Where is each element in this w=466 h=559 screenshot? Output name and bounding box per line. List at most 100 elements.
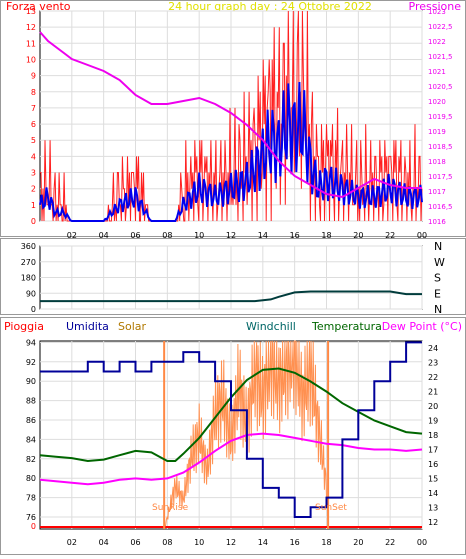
right-tick-label: 17 [428,445,438,454]
right-tick-label: 1018 [428,158,446,166]
left-tick-label: 80 [26,474,36,483]
right-tick-label: 22 [428,373,438,382]
left-tick-label: 76 [26,513,36,522]
panel1-right-axis: 1016 1016,5 1017 1017,5 1018 1018,5 1019 1019,5… [428,8,453,226]
pressure-line [39,31,422,199]
right-tick-label: 13 [428,503,438,512]
left-tick-label: 1 [31,201,36,210]
right-tick-label: 1016 [428,218,446,226]
right-tick-label: 1021 [428,68,446,76]
x-tick-label: 22 [385,538,395,547]
x-tick-label: 04 [99,538,109,547]
legend-dewpoint: Dew Point (°C) [382,320,462,333]
legend-solar: Solar [118,320,147,333]
left-tick-label: 82 [26,455,36,464]
left-tick-label: 11 [26,39,36,48]
left-tick-label: 10 [26,55,36,64]
panel3-series [39,340,423,530]
left-tick-label: 92 [26,358,36,367]
right-tick-label: 20 [428,402,438,411]
x-tick-label: 12 [226,538,236,547]
legend-wind: Forza vento [6,0,71,13]
x-tick-label: 00 [417,231,427,240]
x-tick-label: 10 [194,231,204,240]
sunrise-label: SunRise [152,503,189,513]
left-tick-label: 6 [31,120,36,129]
right-tick-label: 1022,5 [428,23,453,31]
left-tick-label: 4 [31,152,36,161]
left-tick-label: 0 [31,522,36,531]
right-tick-label: 1019,5 [428,113,453,121]
sunset-label: SunSet [315,503,347,513]
right-tick-label: 1021,5 [428,53,453,61]
right-tick-label: 1017 [428,188,446,196]
left-tick-label: 360 [21,242,36,251]
left-tick-label: 7 [31,104,36,113]
right-tick-label: 24 [428,344,438,353]
left-tick-label: 180 [21,274,36,283]
panel3-x-axis: 02 04 06 08 10 12 14 16 18 20 22 00 [67,538,427,547]
panel1-series [39,10,423,222]
x-tick-label: 02 [67,231,77,240]
left-tick-label: 9 [31,72,36,81]
wind-speed-line [39,81,423,222]
right-tick-label: 1017,5 [428,173,453,181]
dewpoint-line [39,432,423,486]
temperatura-line [39,367,423,463]
left-tick-label: 84 [26,435,36,444]
left-tick-label: 5 [31,136,36,145]
direction-label: N [434,240,442,253]
x-tick-label: 00 [417,538,427,547]
left-tick-label: 8 [31,88,36,97]
right-tick-label: 1019 [428,128,446,136]
x-tick-label: 08 [162,538,172,547]
right-tick-label: 1020,5 [428,83,453,91]
umidita-line [40,341,422,518]
x-tick-label: 22 [385,231,395,240]
panel1-x-axis: 02 04 06 08 10 12 14 16 18 20 22 00 [67,231,427,240]
left-tick-label: 3 [31,169,36,178]
left-tick-label: 12 [26,23,36,32]
right-tick-label: 1022 [428,38,446,46]
left-tick-label: 0 [31,305,36,314]
x-tick-label: 04 [99,231,109,240]
direction-label: N [434,303,442,316]
x-tick-label: 20 [353,231,363,240]
left-tick-label: 90 [26,289,36,298]
direction-label: W [434,256,445,269]
right-tick-label: 15 [428,474,438,483]
chart-title: 24 hour graph day : 24 Ottobre 2022 [168,0,372,13]
right-tick-label: 1018,5 [428,143,453,151]
direction-label: S [434,272,441,285]
x-tick-label: 16 [290,231,300,240]
panel2-series [40,290,422,303]
left-tick-label: 88 [26,397,36,406]
x-tick-label: 18 [321,231,331,240]
x-tick-label: 02 [67,538,77,547]
left-tick-label: 2 [31,185,36,194]
legend-temperatura: Temperatura [311,320,382,333]
right-tick-label: 12 [428,518,438,527]
legend-pioggia: Pioggia [4,320,44,333]
legend-pressure: Pressione [409,0,462,13]
right-tick-label: 21 [428,388,438,397]
left-tick-label: 90 [26,377,36,386]
right-tick-label: 1023 [428,8,446,16]
x-tick-label: 12 [226,231,236,240]
left-tick-label: 94 [26,338,36,347]
legend-umidita: Umidita [66,320,109,333]
left-tick-label: 78 [26,494,36,503]
right-tick-label: 16 [428,460,438,469]
panel3-left-axis: 076 78 80 82 84 86 88 90 92 94 [26,338,36,531]
direction-label: E [434,287,441,300]
x-tick-label: 14 [258,231,268,240]
panel3-right-axis: 12 13 14 15 16 17 18 19 20 21 22 23 24 [428,344,438,527]
left-tick-label: 13 [26,7,36,16]
x-tick-label: 16 [290,538,300,547]
panel2-left-axis: 0 90 180 270 360 [21,242,36,314]
x-tick-label: 06 [130,231,140,240]
x-tick-label: 06 [130,538,140,547]
